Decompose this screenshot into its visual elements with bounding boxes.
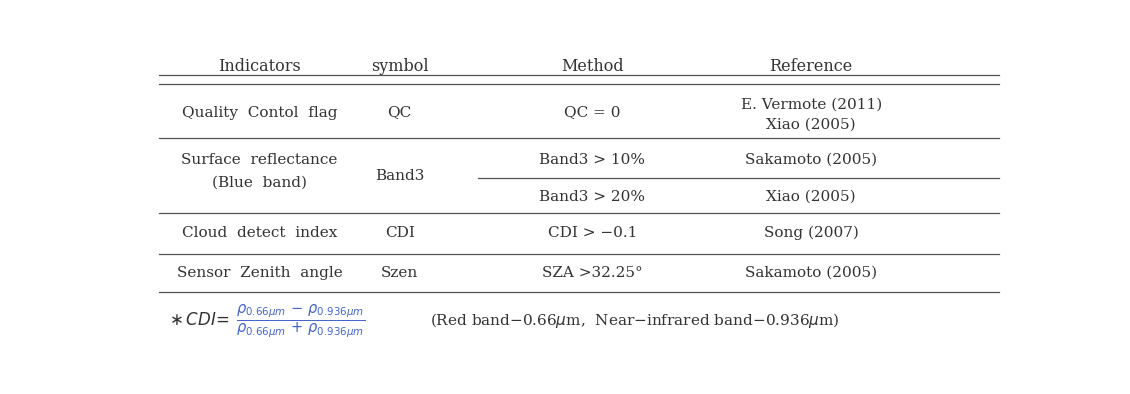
Text: Sakamoto (2005): Sakamoto (2005) [745,152,877,167]
Text: Szen: Szen [381,266,418,280]
Text: Band3: Band3 [375,169,424,183]
Text: $\ast\,CDI\!=\!$: $\ast\,CDI\!=\!$ [170,312,229,329]
Text: Reference: Reference [770,58,853,74]
Text: Sensor  Zenith  angle: Sensor Zenith angle [176,266,342,280]
Text: Xiao (2005): Xiao (2005) [766,190,857,204]
Text: Indicators: Indicators [218,58,301,74]
Text: CDI: CDI [384,226,415,240]
Text: Sakamoto (2005): Sakamoto (2005) [745,266,877,280]
Text: CDI > −0.1: CDI > −0.1 [548,226,637,240]
Text: SZA >32.25°: SZA >32.25° [542,266,643,280]
Text: Xiao (2005): Xiao (2005) [766,118,857,132]
Text: QC: QC [388,106,411,119]
Text: Band3 > 20%: Band3 > 20% [539,190,645,204]
Text: Band3 > 10%: Band3 > 10% [539,152,645,167]
Text: (Red band$-$0.66$\mu$m,  Near$-$infrared band$-$0.936$\mu$m): (Red band$-$0.66$\mu$m, Near$-$infrared … [431,311,840,331]
Text: Quality  Contol  flag: Quality Contol flag [182,106,337,119]
Text: QC = 0: QC = 0 [564,106,620,119]
Text: Cloud  detect  index: Cloud detect index [182,226,337,240]
Text: Surface  reflectance
(Blue  band): Surface reflectance (Blue band) [181,153,338,190]
Text: E. Vermote (2011): E. Vermote (2011) [740,97,881,112]
Text: symbol: symbol [371,58,428,74]
Text: $\dfrac{\rho_{0.66\mu m}\,-\,\rho_{0.936\mu m}}{\rho_{0.66\mu m}\,+\,\rho_{0.936: $\dfrac{\rho_{0.66\mu m}\,-\,\rho_{0.936… [236,303,365,339]
Text: Method: Method [560,58,624,74]
Text: Song (2007): Song (2007) [764,226,859,240]
